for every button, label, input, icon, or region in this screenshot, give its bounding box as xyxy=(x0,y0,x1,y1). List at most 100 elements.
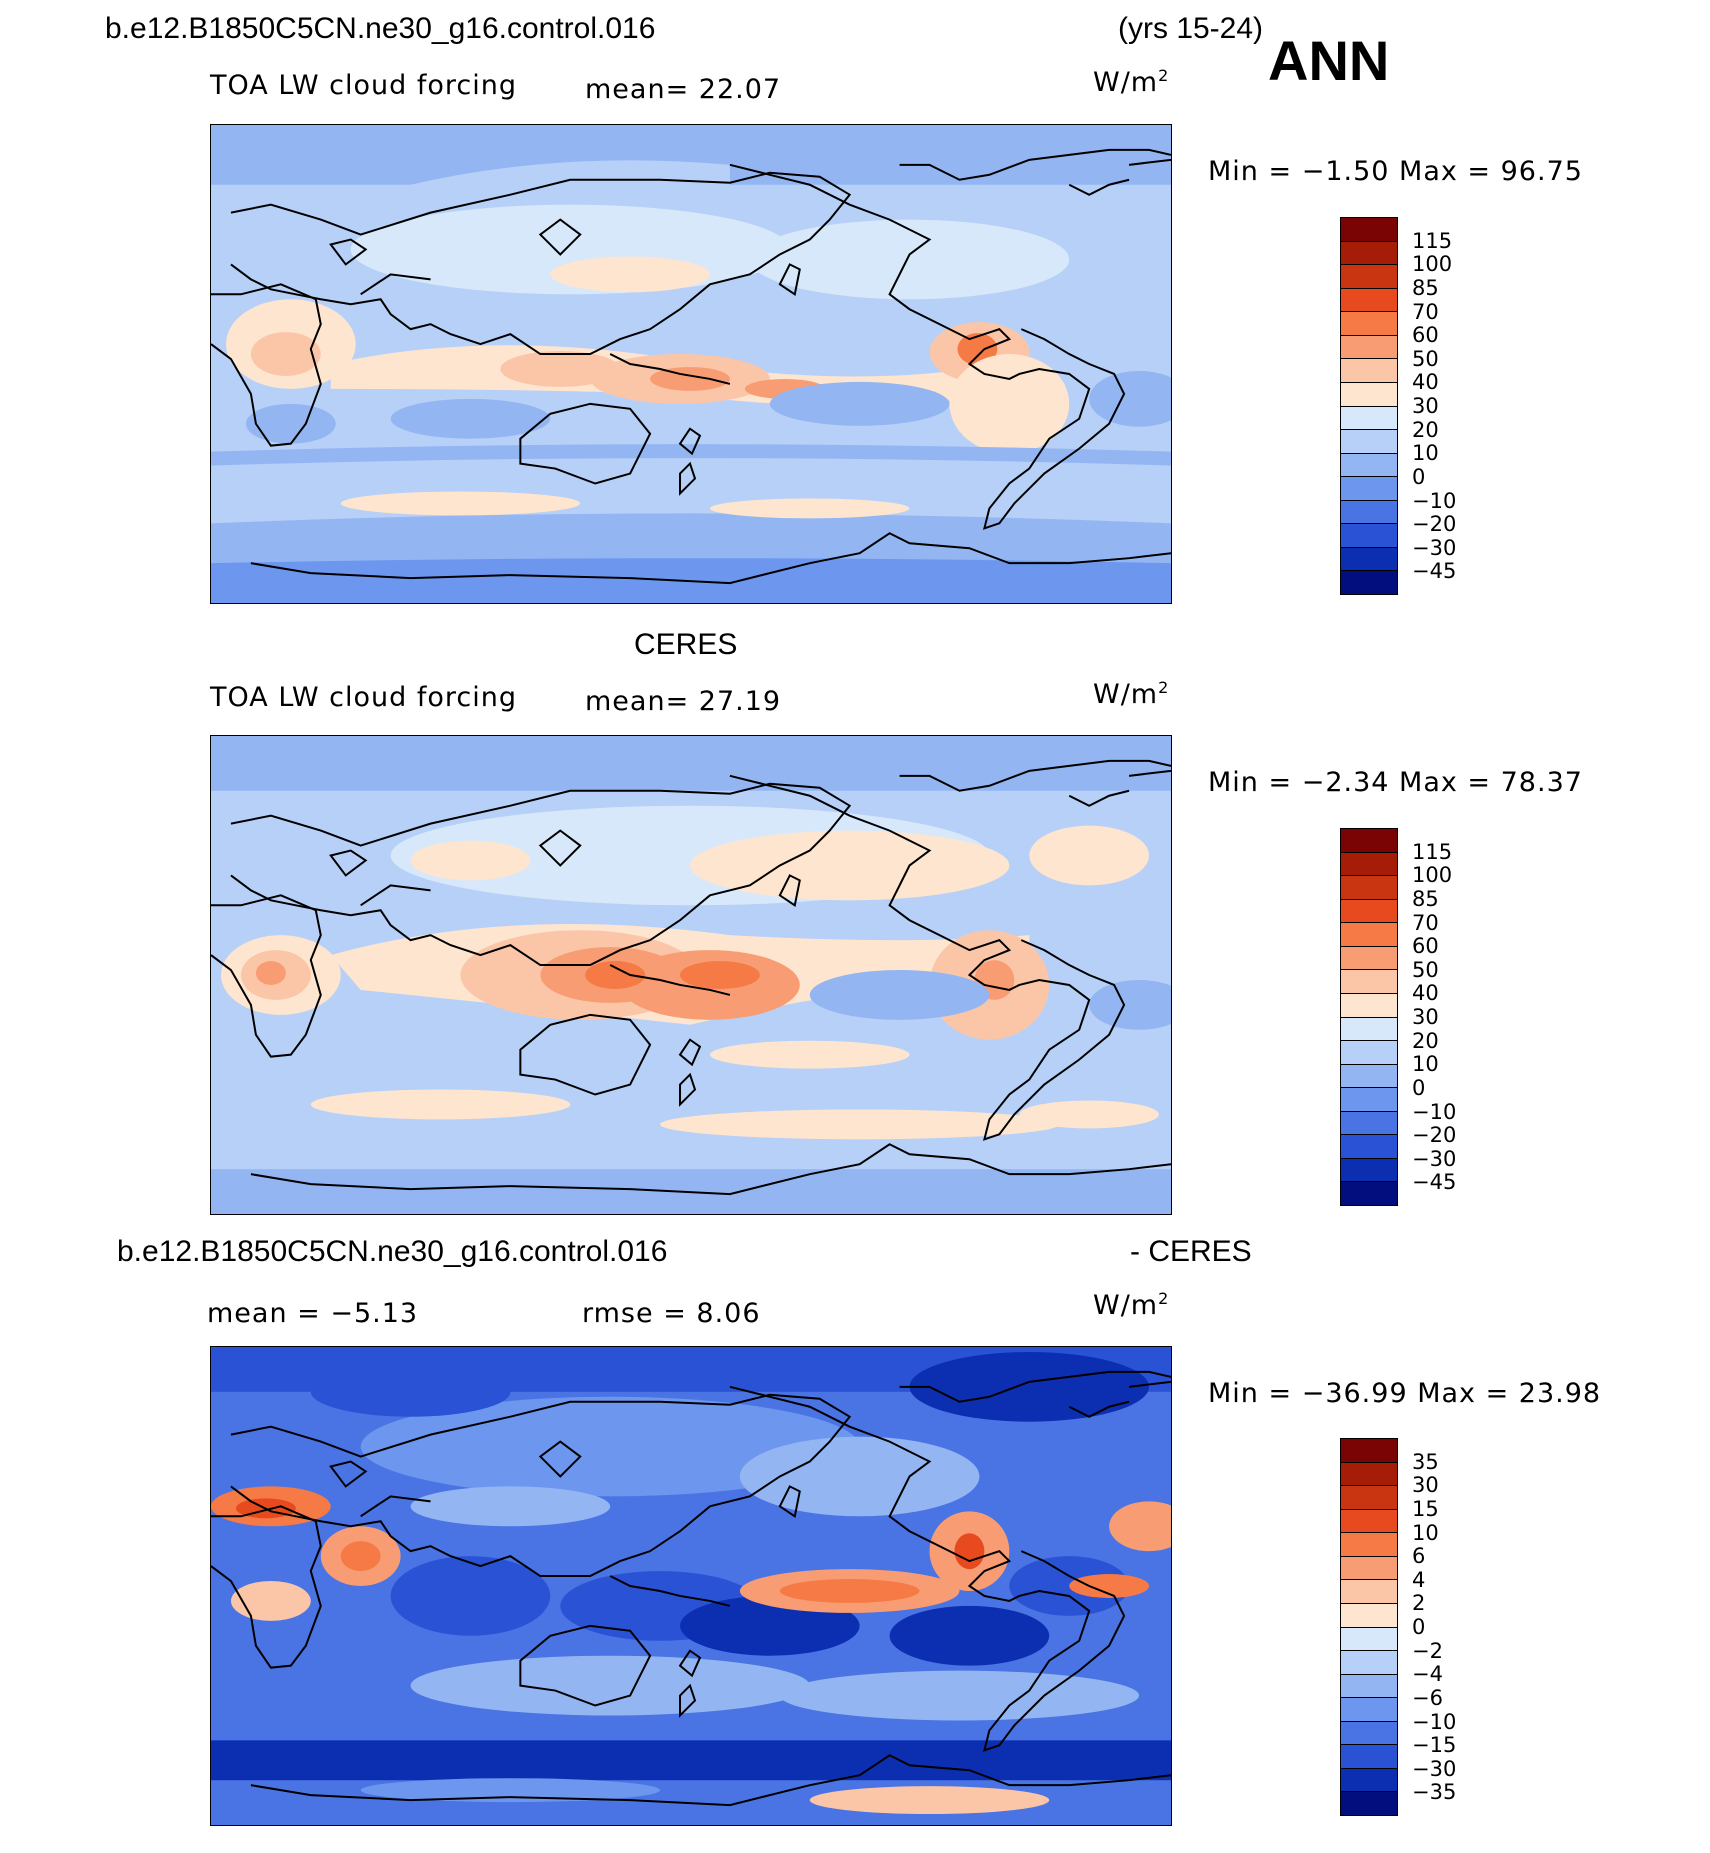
colorbar-box xyxy=(1341,523,1397,547)
colorbar-box xyxy=(1341,1532,1397,1556)
colorbar-box xyxy=(1341,405,1397,430)
colorbar-level-label: 70 xyxy=(1412,299,1439,324)
colorbar-level-label: 115 xyxy=(1412,228,1453,253)
panel1-colorbar xyxy=(1340,217,1398,595)
colorbar-level-label: 0 xyxy=(1412,1615,1426,1639)
colorbar-box xyxy=(1341,1767,1397,1792)
colorbar-level-label: 20 xyxy=(1412,417,1439,442)
panel2-title: CERES xyxy=(634,628,738,661)
season-label: ANN xyxy=(1268,29,1390,92)
colorbar-box xyxy=(1341,851,1397,876)
colorbar-box xyxy=(1341,334,1397,359)
colorbar-level-label: 20 xyxy=(1412,1028,1439,1053)
colorbar-level-label: −10 xyxy=(1412,1099,1457,1124)
colorbar-box xyxy=(1341,829,1397,852)
panel2-coastlines xyxy=(211,759,1171,1196)
colorbar-level-label: 10 xyxy=(1412,1052,1439,1077)
colorbar-box xyxy=(1341,1110,1397,1135)
colorbar-box xyxy=(1341,945,1397,970)
colorbar-level-label: 85 xyxy=(1412,886,1439,911)
colorbar-level-label: 30 xyxy=(1412,1473,1439,1498)
panel2-units: W/m2 xyxy=(1093,678,1170,710)
colorbar-box xyxy=(1341,1439,1397,1462)
colorbar-box xyxy=(1341,1602,1397,1627)
colorbar-level-label: −30 xyxy=(1412,1146,1457,1171)
panel3-field xyxy=(211,1347,1171,1825)
colorbar-level-label: 35 xyxy=(1412,1449,1439,1474)
colorbar-level-label: 0 xyxy=(1412,464,1426,489)
panel2-map xyxy=(210,735,1172,1215)
colorbar-box xyxy=(1341,452,1397,477)
colorbar-box xyxy=(1341,264,1397,288)
colorbar-level-label: 6 xyxy=(1412,1544,1426,1569)
colorbar-level-label: 60 xyxy=(1412,323,1439,348)
panel1-units: W/m2 xyxy=(1093,66,1170,98)
colorbar-level-label: 70 xyxy=(1412,910,1439,935)
colorbar-level-label: 85 xyxy=(1412,275,1439,300)
colorbar-box xyxy=(1341,1555,1397,1580)
colorbar-level-label: −4 xyxy=(1412,1662,1443,1687)
colorbar-level-label: −45 xyxy=(1412,559,1457,584)
panel2-field xyxy=(211,736,1171,1214)
panel2-variable-label: TOA LW cloud forcing xyxy=(210,682,517,713)
colorbar-box xyxy=(1341,429,1397,453)
colorbar-box xyxy=(1341,1579,1397,1603)
colorbar-level-label: −45 xyxy=(1412,1170,1457,1195)
case-title: b.e12.B1850C5CN.ne30_g16.control.016 xyxy=(105,12,656,45)
colorbar-level-label: 30 xyxy=(1412,394,1439,418)
colorbar-box xyxy=(1341,358,1397,382)
panel3-title-right: - CERES xyxy=(1130,1235,1252,1268)
panel1-field xyxy=(211,125,1171,603)
colorbar-level-label: −6 xyxy=(1412,1685,1443,1710)
panel1-mean: mean= 22.07 xyxy=(585,74,782,105)
colorbar-box xyxy=(1341,1744,1397,1768)
colorbar-box xyxy=(1341,570,1397,594)
colorbar-box xyxy=(1341,922,1397,946)
colorbar-level-label: −10 xyxy=(1412,488,1457,513)
years-label: (yrs 15-24) xyxy=(1118,12,1264,45)
colorbar-level-label: −20 xyxy=(1412,1123,1457,1148)
colorbar-level-label: 100 xyxy=(1412,863,1453,888)
panel1-minmax: Min = −1.50 Max = 96.75 xyxy=(1208,156,1583,187)
colorbar-box xyxy=(1341,1697,1397,1721)
colorbar-box xyxy=(1341,1626,1397,1651)
colorbar-level-label: 15 xyxy=(1412,1496,1439,1521)
colorbar-box xyxy=(1341,992,1397,1017)
panel1-coastlines xyxy=(211,148,1171,585)
panel1-variable-label: TOA LW cloud forcing xyxy=(210,70,517,101)
colorbar-level-label: 0 xyxy=(1412,1075,1426,1100)
panel2-minmax: Min = −2.34 Max = 78.37 xyxy=(1208,767,1583,798)
colorbar-box xyxy=(1341,499,1397,524)
colorbar-box xyxy=(1341,1134,1397,1158)
colorbar-box xyxy=(1341,969,1397,993)
colorbar-box xyxy=(1341,1720,1397,1745)
panel3-coastlines xyxy=(211,1370,1171,1807)
colorbar-level-label: 115 xyxy=(1412,839,1453,864)
colorbar-level-label: 50 xyxy=(1412,346,1439,371)
colorbar-box xyxy=(1341,1157,1397,1182)
colorbar-box xyxy=(1341,875,1397,899)
colorbar-box xyxy=(1341,1040,1397,1064)
panel3-mean: mean = −5.13 xyxy=(207,1298,419,1329)
colorbar-box xyxy=(1341,1063,1397,1088)
colorbar-box xyxy=(1341,1485,1397,1509)
colorbar-level-label: −2 xyxy=(1412,1638,1443,1663)
panel2-mean: mean= 27.19 xyxy=(585,686,782,717)
colorbar-level-label: 50 xyxy=(1412,957,1439,982)
colorbar-box xyxy=(1341,1461,1397,1486)
panel3-colorbar xyxy=(1340,1438,1398,1816)
panel3-title-left: b.e12.B1850C5CN.ne30_g16.control.016 xyxy=(117,1235,668,1268)
colorbar-box xyxy=(1341,1791,1397,1815)
colorbar-level-label: 4 xyxy=(1412,1567,1426,1592)
colorbar-level-label: 2 xyxy=(1412,1591,1426,1616)
colorbar-box xyxy=(1341,1508,1397,1533)
colorbar-box xyxy=(1341,546,1397,571)
panel2-colorbar xyxy=(1340,828,1398,1206)
colorbar-box xyxy=(1341,1087,1397,1111)
colorbar-box xyxy=(1341,1673,1397,1698)
colorbar-level-label: 40 xyxy=(1412,370,1439,395)
colorbar-box xyxy=(1341,1181,1397,1205)
colorbar-level-label: −35 xyxy=(1412,1780,1457,1805)
colorbar-level-label: 60 xyxy=(1412,934,1439,959)
panel3-map xyxy=(210,1346,1172,1826)
